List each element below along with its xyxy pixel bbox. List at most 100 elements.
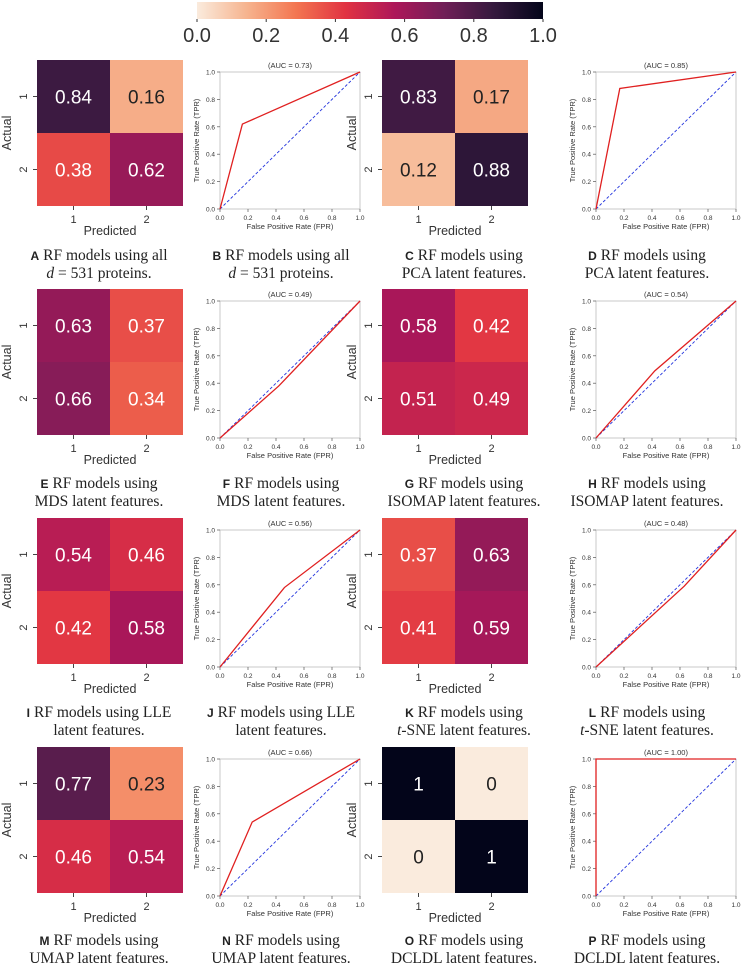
x-tick-label: 2 bbox=[143, 672, 149, 684]
caption-text: RF models using LLE bbox=[33, 704, 172, 721]
roc-curve bbox=[595, 529, 737, 668]
heatmap-cell bbox=[110, 591, 183, 664]
y-axis-label: Actual bbox=[345, 345, 359, 380]
heatmap-cell-label: 0 bbox=[486, 775, 497, 796]
heatmap-cell-label: 0.49 bbox=[473, 390, 510, 411]
caption-line-2: d = 531 proteins. bbox=[4, 265, 194, 283]
caption-text: RF models using bbox=[53, 932, 159, 949]
caption-text: RF models using bbox=[600, 932, 706, 949]
heatmap-cell-label: 0.16 bbox=[128, 88, 165, 109]
roc-curve bbox=[219, 300, 361, 439]
x-tick-label: 2 bbox=[488, 672, 494, 684]
x-axis-label: Predicted bbox=[429, 453, 482, 467]
x-tick-label: 1 bbox=[70, 672, 76, 684]
y-tick-label: 0.4 bbox=[582, 610, 591, 617]
y-axis-label: True Positive Rate (TPR) bbox=[568, 98, 577, 182]
panel-letter: I bbox=[26, 706, 30, 720]
caption-line-1: C RF models using bbox=[369, 247, 559, 265]
caption-line-2: latent features. bbox=[4, 722, 194, 740]
colorbar-tick-label: 0.4 bbox=[321, 25, 349, 47]
caption-text: RF models using all bbox=[43, 247, 168, 264]
caption-line-1: B RF models using all bbox=[186, 247, 376, 265]
y-tick-label: 1 bbox=[18, 93, 30, 99]
x-axis-label: False Positive Rate (FPR) bbox=[247, 222, 334, 231]
y-tick-label: 0.0 bbox=[582, 665, 591, 672]
y-tick-label: 2 bbox=[18, 166, 30, 172]
x-tick-label: 0.4 bbox=[647, 444, 656, 451]
y-tick-label: 1 bbox=[363, 93, 375, 99]
roc-curve bbox=[595, 300, 737, 439]
caption-line-2: MDS latent features. bbox=[4, 493, 194, 511]
x-axis-label: False Positive Rate (FPR) bbox=[247, 680, 334, 689]
plot-title: (AUC = 0.66) bbox=[268, 748, 312, 757]
caption-text: UMAP latent features. bbox=[211, 950, 351, 967]
x-tick-label: 1 bbox=[70, 443, 76, 455]
roc-panel-f: (AUC = 0.49) 0.00.0 0.2 0.2 0.4 0.4 0.6 0.6 0.8 0… bbox=[192, 290, 365, 460]
heatmap-cell bbox=[455, 518, 528, 591]
caption-text: RF models using bbox=[418, 932, 524, 949]
y-tick-label: 0.8 bbox=[582, 784, 591, 791]
roc-curve bbox=[595, 758, 736, 896]
y-tick-label: 1 bbox=[363, 780, 375, 786]
panel-letter: H bbox=[588, 477, 597, 491]
chance-diagonal bbox=[595, 758, 737, 897]
heatmap-cell-label: 0.38 bbox=[55, 161, 92, 182]
heatmap-cell-label: 0 bbox=[413, 848, 424, 869]
plot-title: (AUC = 0.48) bbox=[644, 519, 688, 528]
y-axis-label: True Positive Rate (TPR) bbox=[568, 785, 577, 869]
heatmap-cell bbox=[110, 820, 183, 893]
x-tick-label: 0.6 bbox=[299, 673, 308, 680]
caption-text: RF models using bbox=[234, 475, 340, 492]
caption-text: RF models using bbox=[234, 932, 340, 949]
colorbar-tick-label: 0.2 bbox=[252, 25, 280, 47]
y-axis-label: True Positive Rate (TPR) bbox=[192, 98, 201, 182]
chance-diagonal bbox=[219, 529, 361, 668]
caption-line-1: A RF models using all bbox=[4, 247, 194, 265]
colorbar-tick-label: 1.0 bbox=[529, 25, 557, 47]
x-tick-label: 1 bbox=[415, 214, 421, 226]
caption-text: = 531 proteins. bbox=[236, 265, 334, 282]
y-tick-label: 0.4 bbox=[582, 381, 591, 388]
heatmap-cell bbox=[110, 133, 183, 206]
x-tick-label: 0.6 bbox=[299, 444, 308, 451]
colorbar-tick-label: 0.0 bbox=[183, 25, 211, 47]
y-axis-label: Actual bbox=[0, 574, 14, 609]
heatmap-cell bbox=[37, 289, 110, 362]
x-tick-label: 1.0 bbox=[355, 673, 364, 680]
caption-line-2: latent features. bbox=[186, 722, 376, 740]
caption-text: latent features. bbox=[235, 722, 327, 739]
x-tick-label: 1 bbox=[415, 672, 421, 684]
y-axis-label: True Positive Rate (TPR) bbox=[568, 556, 577, 640]
x-axis-label: Predicted bbox=[429, 682, 482, 696]
chance-diagonal bbox=[219, 71, 361, 210]
x-tick-label: 0.8 bbox=[327, 902, 336, 909]
y-tick-label: 1.0 bbox=[206, 757, 215, 764]
y-tick-label: 1.0 bbox=[206, 528, 215, 535]
y-tick-label: 0.8 bbox=[206, 555, 215, 562]
x-tick-label: 2 bbox=[143, 901, 149, 913]
caption-text: MDS latent features. bbox=[216, 493, 346, 510]
caption-n: N RF models using UMAP latent features. bbox=[186, 932, 376, 968]
heatmap-cell bbox=[382, 60, 455, 133]
x-tick-label: 0.2 bbox=[619, 673, 628, 680]
caption-text: ISOMAP latent features. bbox=[570, 493, 724, 510]
caption-h: H RF models using ISOMAP latent features. bbox=[552, 475, 742, 511]
x-axis-label: False Positive Rate (FPR) bbox=[623, 680, 710, 689]
y-tick-label: 1 bbox=[18, 780, 30, 786]
x-axis-label: False Positive Rate (FPR) bbox=[623, 451, 710, 460]
heatmap-panel-g: 0.58 0.42 0.51 0.49 1 2 1 2 Predicted Actual bbox=[345, 289, 528, 467]
x-axis-label: Predicted bbox=[84, 682, 137, 696]
heatmap-cell bbox=[455, 289, 528, 362]
y-tick-label: 0.6 bbox=[582, 353, 591, 360]
x-tick-label: 0.8 bbox=[327, 444, 336, 451]
y-tick-label: 0.0 bbox=[206, 436, 215, 443]
caption-line-1: D RF models using bbox=[552, 247, 742, 265]
y-tick-label: 0.0 bbox=[582, 436, 591, 443]
caption-line-2: t-SNE latent features. bbox=[369, 722, 559, 740]
x-tick-label: 1 bbox=[70, 214, 76, 226]
y-tick-label: 0.6 bbox=[206, 353, 215, 360]
caption-line-2: PCA latent features. bbox=[552, 265, 742, 283]
y-axis-label: True Positive Rate (TPR) bbox=[192, 785, 201, 869]
panel-letter: L bbox=[588, 706, 597, 720]
